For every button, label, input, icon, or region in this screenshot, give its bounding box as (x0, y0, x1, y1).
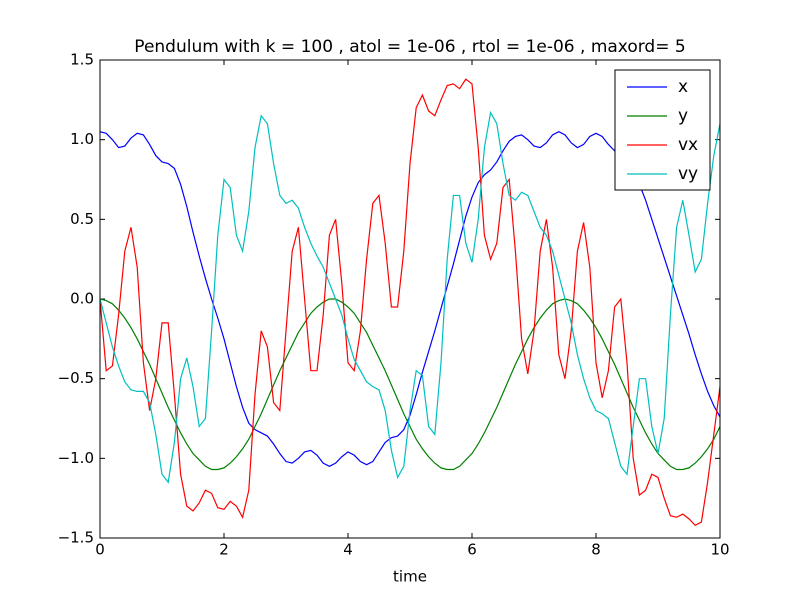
legend-label: vy (678, 164, 698, 184)
y-tick-label: −1.0 (58, 449, 94, 467)
y-tick-label: 1.0 (70, 130, 94, 148)
legend-label: vx (678, 135, 698, 155)
y-tick-label: 0.5 (70, 210, 94, 228)
x-tick-label: 6 (467, 541, 477, 559)
x-tick-label: 0 (95, 541, 105, 559)
plot-lines (100, 78, 720, 526)
chart-title: Pendulum with k = 100 , atol = 1e-06 , r… (134, 37, 685, 57)
plot-frame (99, 59, 721, 539)
legend-box (614, 69, 711, 191)
x-tick-label: 10 (710, 541, 729, 559)
y-tick-label: 0.0 (70, 290, 94, 308)
series-line (100, 78, 720, 526)
y-tick-label: 1.5 (70, 51, 94, 69)
x-axis-label: time (393, 568, 427, 586)
series-line (100, 298, 720, 471)
legend-label: y (678, 106, 688, 126)
y-tick-label: −0.5 (58, 369, 94, 387)
series-line (100, 110, 720, 484)
y-tick-label: −1.5 (58, 529, 94, 547)
x-tick-label: 4 (343, 541, 353, 559)
legend-label: x (678, 77, 688, 97)
x-tick-label: 8 (591, 541, 601, 559)
x-tick-label: 2 (219, 541, 229, 559)
